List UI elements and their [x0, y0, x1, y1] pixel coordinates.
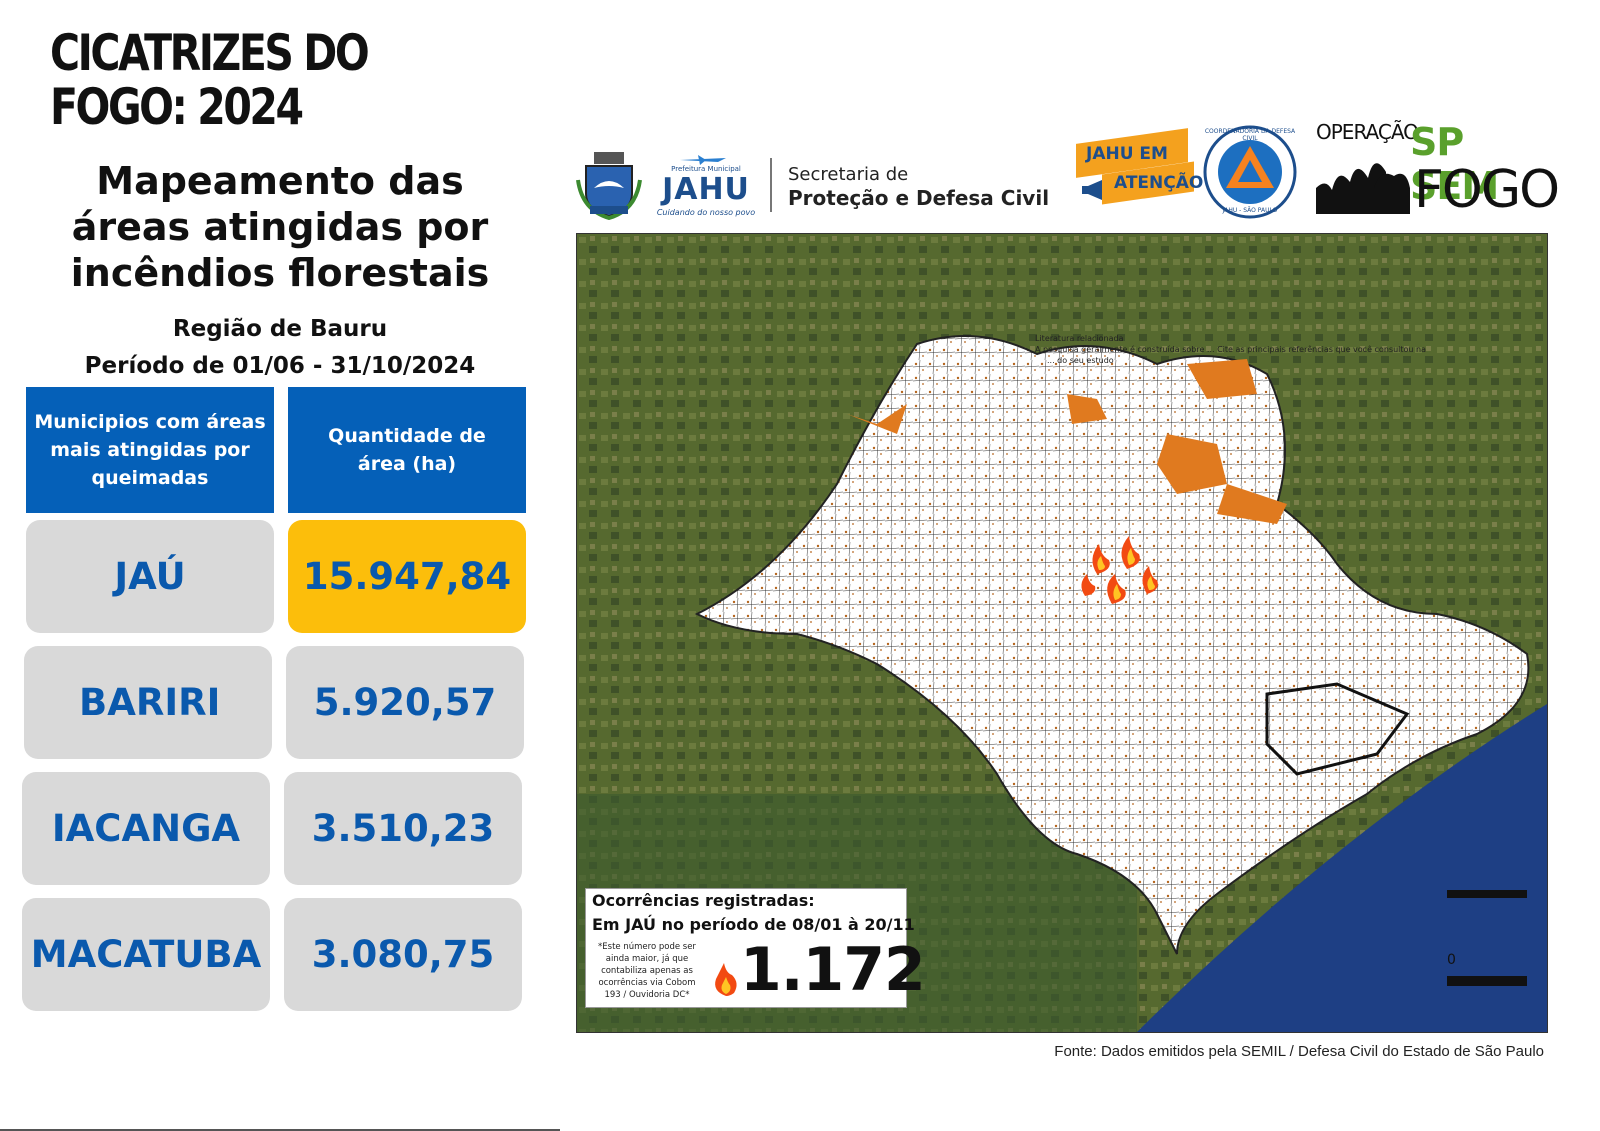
row-bariri-municipio: BARIRI [24, 646, 272, 759]
occurrences-count: 1.172 [740, 935, 926, 1005]
coat-of-arms-icon [576, 150, 642, 221]
jahu-logo: Prefeitura Municipal JAHU Cuidando do no… [656, 152, 756, 220]
operacao-label: OPERAÇÃO [1316, 120, 1419, 144]
fire-icon [712, 961, 740, 997]
map-faint-text-2: A pesquisa geralmente é construída sobre… [1035, 345, 1426, 354]
fire-map: Literatura relacionada A pesquisa geralm… [576, 233, 1548, 1033]
fire-cluster-icon [1077, 534, 1177, 614]
scale-bar [1447, 976, 1527, 986]
scale-bar-label: 0 [1447, 952, 1456, 968]
header-municipios: Municipios com áreas mais atingidas por … [26, 387, 274, 513]
row-iacanga-municipio: IACANGA [22, 772, 270, 885]
row-jau-municipio: JAÚ [26, 520, 274, 633]
row-jau-area: 15.947,84 [288, 520, 526, 633]
megaphone-icon [1080, 178, 1106, 202]
forest-silhouette-icon [1316, 148, 1412, 214]
coord-ring-bottom: JAHU - SÃO PAULO [1222, 207, 1278, 214]
occurrences-subtitle: Em JAÚ no período de 08/01 à 20/11 [592, 915, 915, 934]
atencao-line2: ATENÇÃO [1114, 173, 1204, 193]
jahu-wordmark: JAHU [662, 172, 750, 207]
sp-sem-fogo-logo: OPERAÇÃO SP SEM FOGO [1316, 120, 1560, 220]
row-macatuba-area: 3.080,75 [284, 898, 522, 1011]
main-title: CICATRIZES DO FOGO: 2024 [50, 24, 370, 136]
row-iacanga-area: 3.510,23 [284, 772, 522, 885]
row-macatuba-municipio: MACATUBA [22, 898, 270, 1011]
header-area: Quantidade de área (ha) [288, 387, 526, 513]
airplane-icon [678, 152, 728, 166]
occurrences-note: *Este número pode ser ainda maior, já qu… [598, 942, 696, 1000]
logo-bar: Prefeitura Municipal JAHU Cuidando do no… [576, 120, 1560, 225]
jahu-em-atencao-logo: JAHU EM ATENÇÃO [1076, 128, 1203, 208]
secretaria-line2: Proteção e Defesa Civil [788, 186, 1050, 210]
map-faint-text-3: ... do seu estudo [1047, 356, 1114, 365]
period-label: Período de 01/06 - 31/10/2024 [84, 353, 476, 379]
prefeitura-label: Prefeitura Municipal [671, 165, 741, 173]
fogo-label: FOGO [1414, 160, 1560, 220]
occurrences-title: Ocorrências registradas: [592, 891, 815, 910]
source-note: Fonte: Dados emitidos pela SEMIL / Defes… [1054, 1043, 1544, 1060]
bottom-rule [0, 1129, 560, 1131]
coord-ring-top: COORDENADORIA DA DEFESA CIVIL [1204, 128, 1296, 142]
subtitle: Mapeamento das áreas atingidas por incên… [70, 159, 490, 295]
secretaria-logo: Secretaria de Proteção e Defesa Civil [788, 164, 1078, 210]
occurrences-box: Ocorrências registradas: Em JAÚ no perío… [585, 888, 926, 1008]
civil-defense-triangle-icon: COORDENADORIA DA DEFESA CIVIL JAHU - SÃO… [1202, 124, 1298, 220]
region-label: Região de Bauru [172, 316, 388, 342]
secretaria-line1: Secretaria de [788, 164, 909, 185]
sp-sem-label: SP SEM [1410, 120, 1499, 208]
row-bariri-area: 5.920,57 [286, 646, 524, 759]
atencao-line1: JAHU EM [1086, 144, 1168, 164]
logo-divider [770, 158, 772, 212]
jahu-slogan: Cuidando do nosso povo [656, 208, 756, 217]
map-faint-text-1: Literatura relacionada [1035, 334, 1124, 343]
satellite-map [577, 234, 1547, 1032]
